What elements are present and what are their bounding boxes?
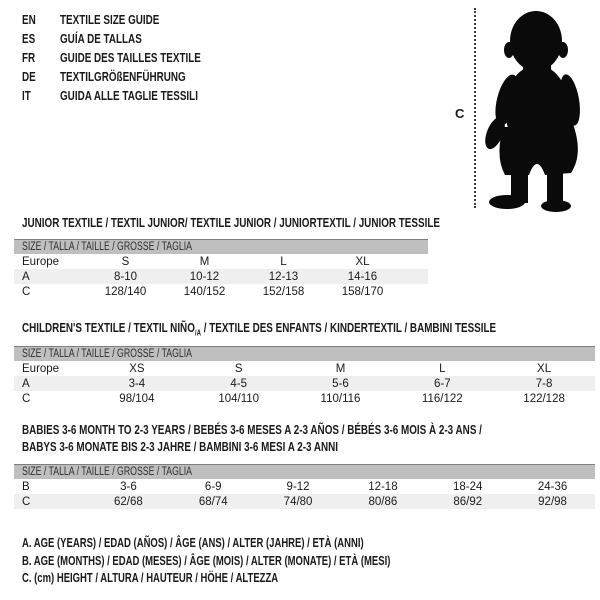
language-code: FR	[22, 50, 36, 65]
table-cell: S	[234, 362, 243, 375]
language-row: IT GUIDA ALLE TAGLIE TESSILI	[22, 86, 201, 105]
legend-line-c: C. (cm) HEIGHT / ALTURA / HAUTEUR / HÖHE…	[22, 571, 279, 585]
row-label: B	[22, 480, 30, 493]
table-cell: 110/116	[320, 392, 361, 405]
table-cell: XS	[129, 362, 145, 375]
size-header-bar: SIZE / TALLA / TAILLE / GRÖSSE / TAGLIA	[14, 239, 428, 254]
table-cell: 5-6	[332, 377, 349, 390]
language-title: TEXTILE SIZE GUIDE	[60, 12, 160, 27]
size-table-babies: SIZE / TALLA / TAILLE / GRÖSSE / TAGLIA …	[14, 464, 595, 509]
size-header-text: SIZE / TALLA / TAILLE / GRÖSSE / TAGLIA	[22, 348, 193, 360]
table-cell: 6-7	[433, 377, 451, 390]
row-label: Europe	[22, 255, 60, 268]
legend-line-b: B. AGE (MONTHS) / EDAD (MESES) / ÂGE (MO…	[22, 553, 391, 568]
table-cell: 12-13	[268, 270, 299, 283]
section-heading-babies: BABIES 3-6 MONTH TO 2-3 YEARS / BEBÉS 3-…	[22, 421, 600, 455]
language-title: GUIDE DES TAILLES TEXTILE	[60, 50, 201, 65]
table-cell: 9-12	[286, 480, 310, 493]
language-row: DE TEXTILGRÖßENFÜHRUNG	[22, 67, 201, 86]
table-cell: 74/80	[283, 495, 313, 508]
table-row: Europe XS S M L XL	[14, 361, 595, 376]
table-cell: 24-36	[537, 480, 568, 493]
table-cell: 6-9	[204, 480, 222, 493]
baby-silhouette-icon	[485, 11, 580, 212]
table-row: A 3-4 4-5 5-6 6-7 7-8	[14, 376, 595, 391]
table-cell: 80/86	[368, 495, 398, 508]
row-label: Europe	[22, 362, 60, 375]
height-dotted-line	[474, 8, 476, 208]
table-cell: 10-12	[189, 270, 220, 283]
table-cell: 140/152	[183, 285, 226, 298]
table-cell: 86/92	[453, 495, 483, 508]
table-cell: 158/170	[341, 285, 384, 298]
section-heading-children: CHILDREN'S TEXTILE / TEXTIL NIÑO/A / TEX…	[22, 319, 600, 342]
table-row: C 98/104 104/110 110/116 116/122 122/128	[14, 391, 595, 406]
table-row: A 8-10 10-12 12-13 14-16	[14, 269, 428, 284]
table-cell: 122/128	[523, 392, 565, 405]
table-row: Europe S M L XL	[14, 254, 428, 269]
row-label: A	[22, 377, 30, 390]
table-cell: S	[121, 255, 130, 268]
size-table-junior: SIZE / TALLA / TAILLE / GRÖSSE / TAGLIA …	[14, 239, 428, 299]
size-table-children: SIZE / TALLA / TAILLE / GRÖSSE / TAGLIA …	[14, 346, 595, 406]
table-cell: 8-10	[113, 270, 138, 283]
language-title-block: EN TEXTILE SIZE GUIDE ES GUÍA DE TALLAS …	[22, 10, 257, 105]
language-row: ES GUÍA DE TALLAS	[22, 29, 201, 48]
size-header-bar: SIZE / TALLA / TAILLE / GRÖSSE / TAGLIA	[14, 346, 595, 361]
size-header-text: SIZE / TALLA / TAILLE / GRÖSSE / TAGLIA	[22, 466, 193, 478]
section-heading-junior: JUNIOR TEXTILE / TEXTIL JUNIOR/ TEXTILE …	[22, 214, 572, 231]
row-label: C	[22, 495, 31, 508]
language-title: TEXTILGRÖßENFÜHRUNG	[60, 69, 186, 84]
heading-subscript: /A	[194, 328, 201, 338]
heading-pre: CHILDREN'S TEXTILE / TEXTIL NIÑO	[22, 320, 195, 335]
table-cell: XL	[537, 362, 552, 375]
size-header-bar: SIZE / TALLA / TAILLE / GRÖSSE / TAGLIA	[14, 464, 595, 479]
table-cell: M	[199, 255, 210, 268]
table-cell: 92/98	[538, 495, 567, 508]
table-cell: 7-8	[535, 377, 553, 390]
table-cell: 116/122	[421, 392, 463, 405]
language-code: DE	[22, 69, 36, 84]
table-cell: 104/110	[218, 392, 260, 405]
table-cell: 4-5	[230, 377, 247, 390]
legend-block: A. AGE (YEARS) / EDAD (AÑOS) / ÂGE (ANS)…	[22, 536, 507, 589]
section-heading-babies-line2: BABYS 3-6 MONATE BIS 2-3 JAHRE / BAMBINI…	[22, 439, 339, 454]
height-label-c: C	[455, 106, 465, 121]
table-cell: 152/158	[262, 285, 305, 298]
language-row: FR GUIDE DES TAILLES TEXTILE	[22, 48, 201, 67]
table-cell: L	[280, 255, 287, 268]
table-cell: 128/140	[104, 285, 147, 298]
table-cell: 98/104	[119, 392, 155, 405]
row-label: C	[22, 285, 31, 298]
table-cell: 3-4	[128, 377, 146, 390]
language-title: GUÍA DE TALLAS	[60, 31, 142, 46]
table-row: B 3-6 6-9 9-12 12-18 18-24 24-36	[14, 479, 595, 494]
table-cell: 3-6	[120, 480, 137, 493]
table-cell: L	[439, 362, 446, 375]
table-cell: 62/68	[114, 495, 143, 508]
section-heading-junior-text: JUNIOR TEXTILE / TEXTIL JUNIOR/ TEXTILE …	[22, 215, 440, 230]
table-cell: 68/74	[198, 495, 228, 508]
section-heading-babies-line1: BABIES 3-6 MONTH TO 2-3 YEARS / BEBÉS 3-…	[22, 422, 482, 437]
language-code: IT	[22, 88, 31, 103]
language-code: EN	[22, 12, 36, 27]
row-label: C	[22, 392, 31, 405]
row-label: A	[22, 270, 30, 283]
table-row: C 62/68 68/74 74/80 80/86 86/92 92/98	[14, 494, 595, 509]
language-code: ES	[22, 31, 36, 46]
language-title: GUIDA ALLE TAGLIE TESSILI	[60, 88, 198, 103]
section-heading-children-text: CHILDREN'S TEXTILE / TEXTIL NIÑO/A / TEX…	[22, 319, 496, 342]
legend-line-a: A. AGE (YEARS) / EDAD (AÑOS) / ÂGE (ANS)…	[22, 536, 364, 550]
table-cell: XL	[355, 255, 370, 268]
table-row: C 128/140 140/152 152/158 158/170	[14, 284, 428, 299]
table-cell: 18-24	[453, 480, 483, 493]
heading-post: / TEXTILE DES ENFANTS / KINDERTEXTIL / B…	[200, 320, 497, 335]
table-cell: 12-18	[368, 480, 398, 493]
language-row: EN TEXTILE SIZE GUIDE	[22, 10, 201, 29]
table-cell: M	[335, 362, 346, 375]
table-cell: 14-16	[347, 270, 378, 283]
size-header-text: SIZE / TALLA / TAILLE / GRÖSSE / TAGLIA	[22, 241, 193, 253]
